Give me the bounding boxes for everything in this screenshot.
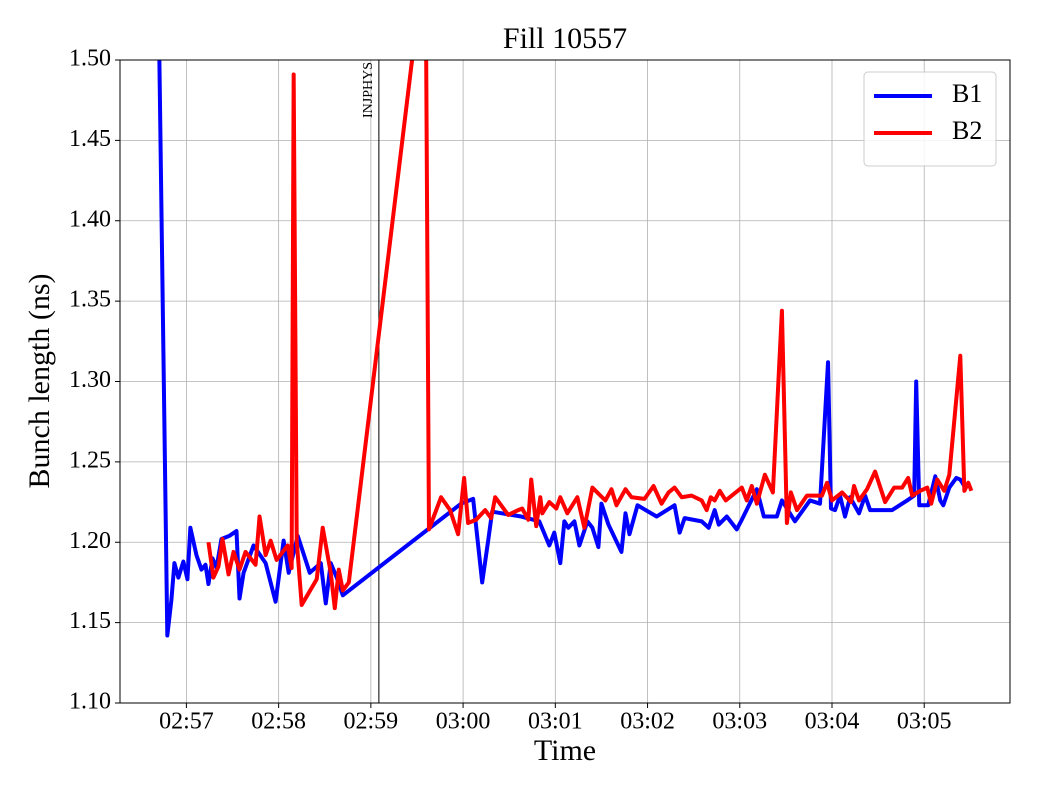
y-tick-label: 1.35 <box>69 287 111 313</box>
x-tick-label: 02:58 <box>251 709 306 735</box>
series-line <box>157 60 968 638</box>
x-tick-label: 03:04 <box>805 709 860 735</box>
plot-frame <box>119 59 1011 704</box>
y-tick-label: 1.15 <box>69 608 111 634</box>
y-tick-label: 1.45 <box>69 126 111 152</box>
x-tick-label: 03:05 <box>897 709 952 735</box>
y-tick-label: 1.50 <box>69 46 111 72</box>
x-tick-label: 03:03 <box>712 709 767 735</box>
y-tick-label: 1.20 <box>69 528 111 554</box>
y-tick-label: 1.10 <box>69 689 111 715</box>
y-axis-label: Bunch length (ns) <box>23 274 56 489</box>
chart-title: Fill 10557 <box>503 22 627 55</box>
legend-label: B2 <box>952 116 982 145</box>
x-tick-label: 02:57 <box>159 709 214 735</box>
y-tick-label: 1.30 <box>69 367 111 393</box>
y-tick-label: 1.25 <box>69 447 111 473</box>
x-tick-label: 03:00 <box>436 709 491 735</box>
x-axis-label: Time <box>534 734 596 767</box>
series-line <box>206 60 974 611</box>
legend-label: B1 <box>952 79 982 108</box>
x-tick-label: 03:02 <box>620 709 675 735</box>
plot-area <box>157 60 974 638</box>
x-tick-label: 02:59 <box>344 709 399 735</box>
annotation-label: INJPHYS <box>361 62 376 118</box>
y-tick-label: 1.40 <box>69 206 111 232</box>
x-tick-label: 03:01 <box>528 709 583 735</box>
